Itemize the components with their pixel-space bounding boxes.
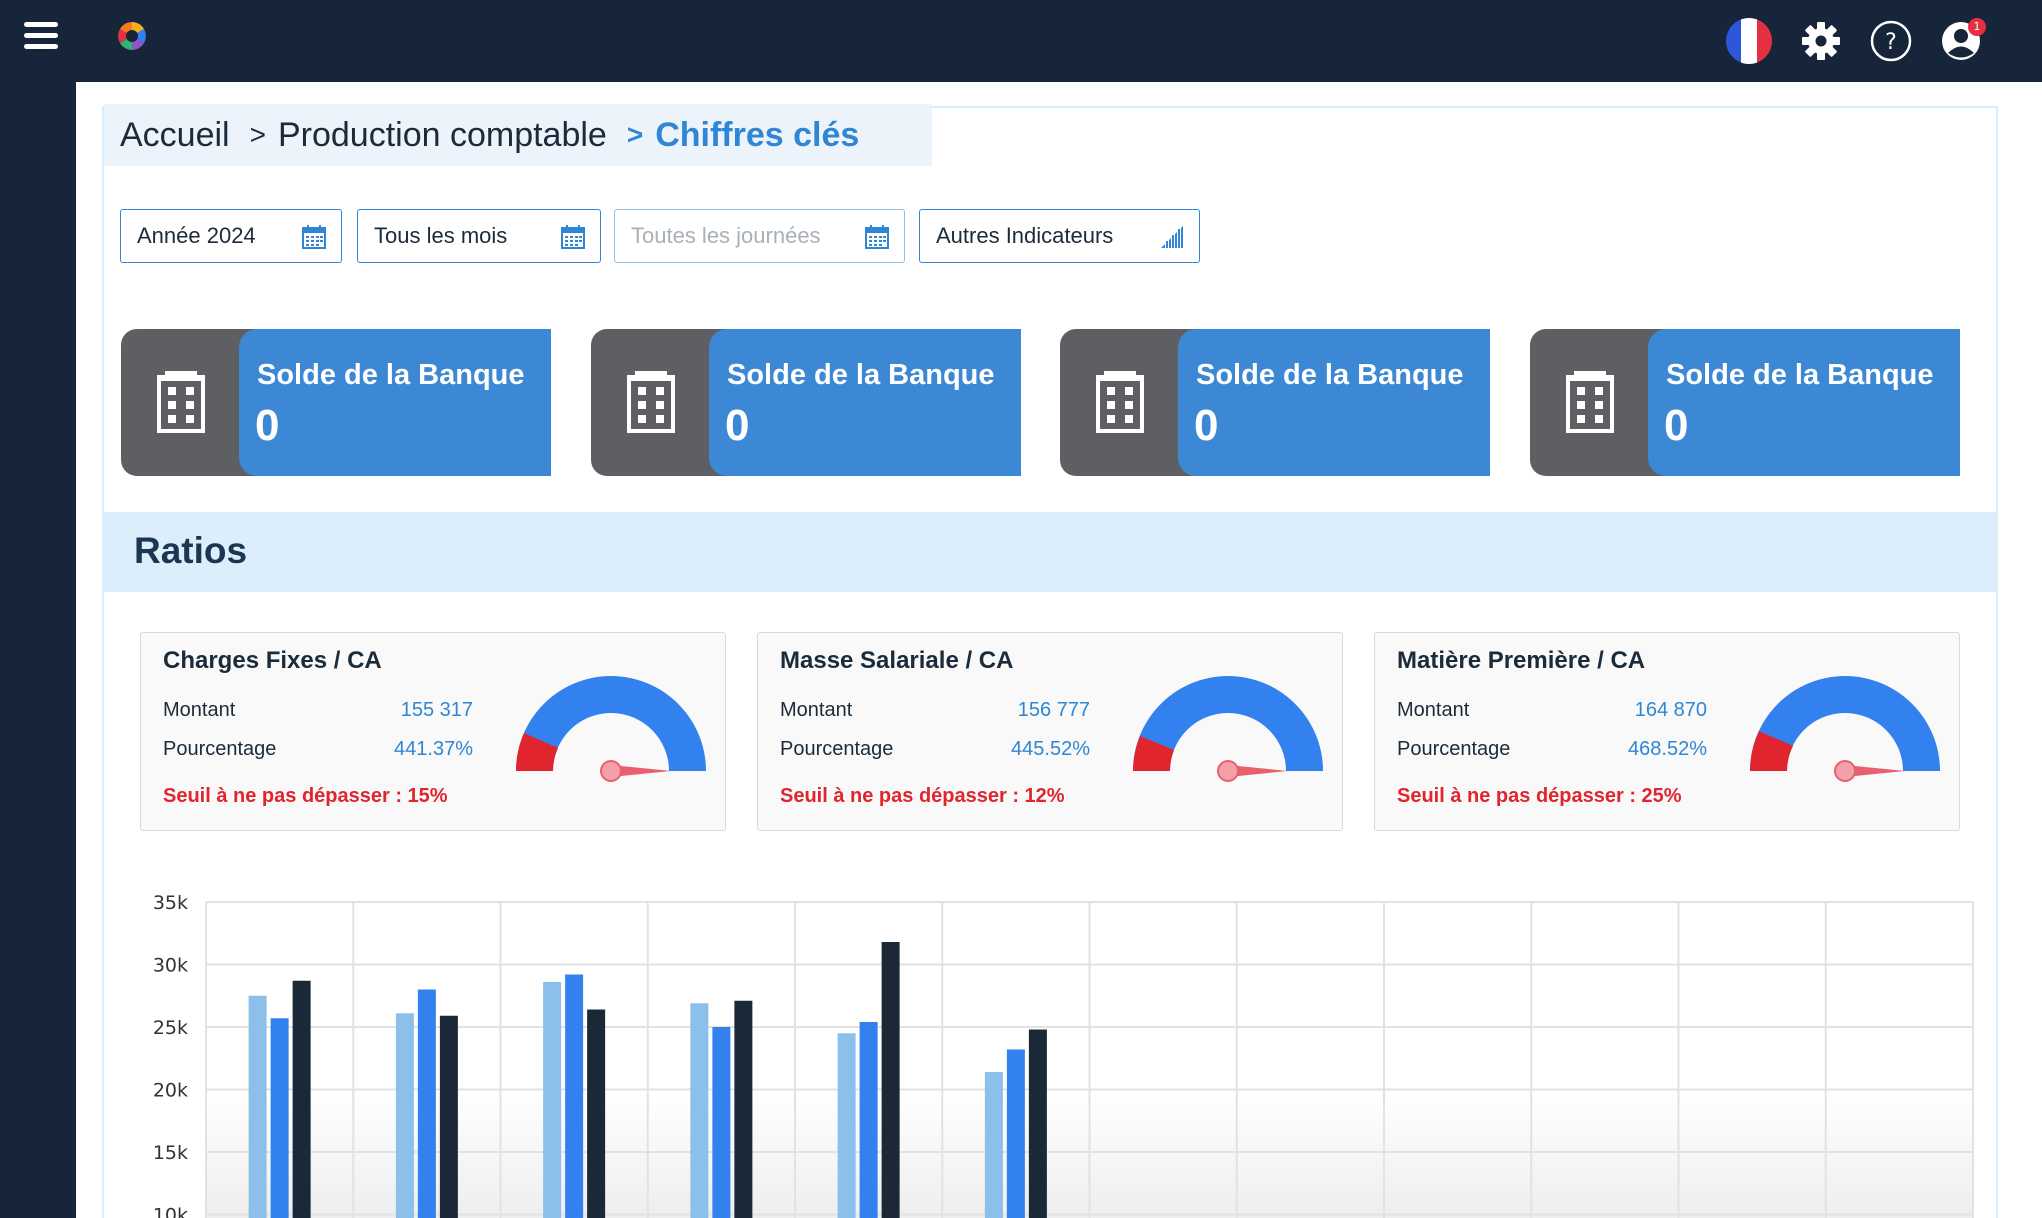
chart-bar <box>690 1003 709 1218</box>
stat-card-title: Solde de la Banque <box>727 359 995 391</box>
percentage-label: Pourcentage <box>1397 738 1511 760</box>
chart-bar <box>984 1072 1003 1218</box>
y-tick-label: 30k <box>153 955 188 977</box>
content-frame <box>102 106 1998 1218</box>
stat-card-value: 0 <box>725 401 750 450</box>
top-bar: ? 1 <box>0 0 2042 82</box>
breadcrumb-parent[interactable]: Production comptable <box>277 115 607 154</box>
percentage-value: 441.37% <box>394 738 473 760</box>
ratio-gauge <box>1750 676 1940 782</box>
gear-icon[interactable] <box>1798 18 1844 64</box>
percentage-value: 445.52% <box>1011 738 1090 760</box>
ratio-gauge <box>1133 676 1323 782</box>
amount-label: Montant <box>163 699 236 721</box>
chart-bar <box>881 942 900 1218</box>
calendar-icon <box>865 225 889 249</box>
chart-bar <box>270 1018 289 1218</box>
breadcrumb-home[interactable]: Accueil <box>120 115 230 154</box>
amount-label: Montant <box>1397 699 1470 721</box>
breadcrumb-current: Chiffres clés <box>655 115 860 154</box>
ratio-card: Charges Fixes / CA Montant 155 317 Pourc… <box>140 632 726 831</box>
app-logo[interactable] <box>116 20 148 52</box>
chart-bar <box>734 1000 753 1218</box>
chart-bar <box>1028 1029 1047 1218</box>
year-select[interactable]: Année 2024 <box>120 209 342 263</box>
ratios-heading: Ratios <box>134 530 248 571</box>
ratio-gauge <box>516 676 706 782</box>
help-icon[interactable]: ? <box>1868 18 1914 64</box>
y-tick-label: 25k <box>153 1017 188 1039</box>
chart-bar <box>587 1009 606 1218</box>
ratio-card-title: Masse Salariale / CA <box>780 647 1014 674</box>
stat-card-value: 0 <box>1664 401 1689 450</box>
bar-chart-icon <box>1161 226 1183 248</box>
breadcrumb: Accueil > Production comptable > Chiffre… <box>104 104 932 166</box>
month-select-label: Tous les mois <box>374 223 508 248</box>
ratio-card-title: Charges Fixes / CA <box>163 647 382 674</box>
building-icon <box>627 371 675 433</box>
breadcrumb-separator: > <box>626 119 644 150</box>
ratio-card: Matière Première / CA Montant 164 870 Po… <box>1374 632 1960 831</box>
other-indicators-label: Autres Indicateurs <box>936 223 1114 248</box>
ratios-section-header: Ratios <box>104 512 1996 592</box>
menu-icon[interactable] <box>24 22 58 52</box>
amount-label: Montant <box>780 699 853 721</box>
chart-bar <box>248 995 267 1218</box>
stat-card-title: Solde de la Banque <box>1196 359 1464 391</box>
stat-card: Solde de la Banque 0 <box>1060 329 1490 476</box>
stat-card: Solde de la Banque 0 <box>1530 329 1960 476</box>
french-flag-icon[interactable] <box>1726 18 1772 64</box>
day-select-placeholder: Toutes les journées <box>631 223 821 248</box>
month-select[interactable]: Tous les mois <box>357 209 601 263</box>
bar-chart: 10k 15k 20k 25k 30k 35k <box>153 892 1974 1218</box>
threshold-text: Seuil à ne pas dépasser : 25% <box>1397 785 1682 807</box>
notification-badge: 1 <box>1968 18 1986 36</box>
ratio-card-title: Matière Première / CA <box>1397 647 1646 674</box>
percentage-label: Pourcentage <box>780 738 894 760</box>
stat-card-title: Solde de la Banque <box>1666 359 1934 391</box>
percentage-label: Pourcentage <box>163 738 277 760</box>
chart-bar <box>565 974 584 1218</box>
threshold-text: Seuil à ne pas dépasser : 12% <box>780 785 1065 807</box>
y-tick-label: 10k <box>153 1205 188 1218</box>
stat-card-title: Solde de la Banque <box>257 359 525 391</box>
day-select[interactable]: Toutes les journées <box>614 209 905 263</box>
amount-value: 156 777 <box>1017 699 1090 721</box>
stat-card-value: 0 <box>255 401 280 450</box>
chart-bar <box>292 980 311 1218</box>
other-indicators-button[interactable]: Autres Indicateurs <box>919 209 1200 263</box>
chart-bar <box>859 1022 878 1218</box>
ratio-card: Masse Salariale / CA Montant 156 777 Pou… <box>757 632 1343 831</box>
building-icon <box>1096 371 1144 433</box>
chart-bar <box>395 1013 414 1218</box>
y-tick-label: 15k <box>153 1142 188 1164</box>
stat-card: Solde de la Banque 0 <box>121 329 551 476</box>
chart-bar <box>1006 1049 1025 1218</box>
calendar-icon <box>302 225 326 249</box>
y-tick-label: 20k <box>153 1080 188 1102</box>
stat-card: Solde de la Banque 0 <box>591 329 1021 476</box>
calendar-icon <box>561 225 585 249</box>
chart-bar <box>837 1033 856 1218</box>
threshold-text: Seuil à ne pas dépasser : 15% <box>163 785 448 807</box>
amount-value: 155 317 <box>400 699 473 721</box>
percentage-value: 468.52% <box>1628 738 1707 760</box>
year-select-label: Année 2024 <box>137 223 256 248</box>
chart-bar <box>543 982 562 1218</box>
building-icon <box>157 371 205 433</box>
chart-bar <box>712 1027 731 1218</box>
amount-value: 164 870 <box>1634 699 1707 721</box>
y-tick-label: 35k <box>153 892 188 914</box>
svg-text:?: ? <box>1885 30 1897 55</box>
chart-bar <box>417 989 436 1218</box>
building-icon <box>1566 371 1614 433</box>
chart-bar <box>439 1015 458 1218</box>
stat-card-value: 0 <box>1194 401 1219 450</box>
breadcrumb-separator: > <box>249 119 266 150</box>
